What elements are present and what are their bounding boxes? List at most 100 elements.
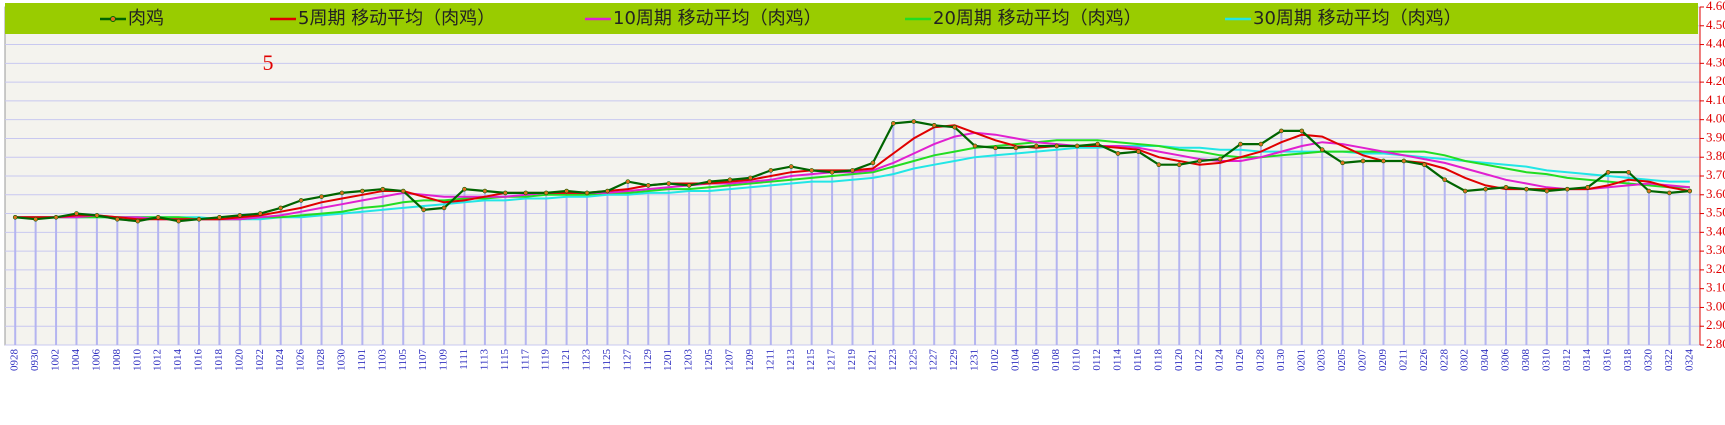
x-tick-label: 1125 <box>601 349 613 371</box>
point-marker <box>625 179 631 184</box>
x-tick-label: 0308 <box>1520 349 1532 372</box>
x-tick-label: 0110 <box>1071 349 1083 371</box>
y-tick-label: 3.20 <box>1706 261 1725 276</box>
x-tick-label: 0310 <box>1540 349 1552 372</box>
point-marker <box>1564 186 1570 192</box>
x-tick-label: 0120 <box>1173 349 1185 372</box>
point-marker <box>1442 177 1448 183</box>
x-tick-label: 1223 <box>887 349 899 372</box>
point-marker <box>176 218 181 224</box>
point-marker <box>564 188 569 194</box>
x-tick-label: 0118 <box>1152 349 1164 371</box>
y-tick-label: 3.90 <box>1706 129 1725 144</box>
point-marker <box>666 181 672 186</box>
y-tick-label: 4.50 <box>1706 17 1725 32</box>
point-marker <box>952 124 957 130</box>
x-tick-label: 0312 <box>1561 349 1573 371</box>
x-tick-label: 0302 <box>1459 349 1471 371</box>
point-marker <box>1156 162 1162 168</box>
x-tick-label: 0324 <box>1683 349 1695 372</box>
point-marker <box>1544 188 1550 194</box>
point-marker <box>523 190 529 196</box>
point-marker <box>115 216 120 222</box>
point-marker <box>380 186 386 192</box>
x-tick-label: 1207 <box>724 349 736 372</box>
x-tick-label: 1209 <box>744 349 756 372</box>
legend-label: 10周期 移动平均（肉鸡） <box>613 8 822 29</box>
x-tick-label: 1113 <box>478 349 490 371</box>
point-marker <box>1381 158 1386 164</box>
x-tick-label: 0304 <box>1479 349 1491 372</box>
point-marker <box>1013 145 1019 151</box>
x-tick-label: 1227 <box>928 349 940 372</box>
point-marker <box>727 177 733 183</box>
point-marker <box>135 218 141 224</box>
x-tick-label: 0130 <box>1275 349 1287 372</box>
series-line <box>15 139 1690 221</box>
axes: 2.80 2.90 3.00 3.10 3.20 3.30 3.40 3.50 3.60 3.70… <box>9 0 1725 371</box>
lines <box>12 119 1693 224</box>
y-tick-label: 3.30 <box>1706 242 1725 257</box>
x-tick-label: 1127 <box>621 349 633 371</box>
point-marker <box>319 194 324 199</box>
x-tick-label: 1129 <box>642 349 654 371</box>
x-tick-label: 1020 <box>233 349 245 372</box>
y-tick-label: 4.00 <box>1706 111 1725 126</box>
point-marker <box>1340 160 1345 166</box>
point-marker <box>1483 186 1488 192</box>
legend-label: 5周期 移动平均（肉鸡） <box>298 8 495 29</box>
point-marker <box>1136 149 1141 154</box>
x-tick-label: 0207 <box>1357 349 1369 372</box>
y-tick-label: 3.50 <box>1706 205 1725 220</box>
point-marker <box>1074 143 1080 149</box>
legend-marker <box>110 16 116 22</box>
x-tick-label: 1014 <box>172 349 184 372</box>
x-tick-label: 0126 <box>1234 349 1246 372</box>
x-tick-label: 1117 <box>519 349 531 371</box>
point-marker <box>993 145 998 151</box>
x-tick-label: 0114 <box>1112 349 1124 371</box>
x-tick-label: 1018 <box>213 349 225 372</box>
point-marker <box>543 190 549 196</box>
point-marker <box>911 119 917 124</box>
point-marker <box>1279 128 1284 134</box>
y-tick-label: 4.10 <box>1706 92 1725 107</box>
point-marker <box>1299 128 1305 134</box>
x-tick-label: 1105 <box>397 349 409 371</box>
point-marker <box>1605 169 1611 175</box>
x-tick-label: 0211 <box>1397 349 1409 371</box>
point-marker <box>584 190 590 196</box>
legend-label: 20周期 移动平均（肉鸡） <box>933 8 1142 29</box>
x-tick-label: 1022 <box>254 349 266 371</box>
point-marker <box>1054 143 1060 149</box>
x-tick-label: 1028 <box>315 349 327 372</box>
legend-label: 30周期 移动平均（肉鸡） <box>1253 8 1462 29</box>
y-tick-label: 3.60 <box>1706 186 1725 201</box>
point-marker <box>74 211 79 216</box>
x-tick-label: 1211 <box>764 349 776 371</box>
x-tick-label: 0226 <box>1418 349 1430 372</box>
x-tick-label: 0322 <box>1663 349 1675 371</box>
x-tick-label: 1012 <box>152 349 164 371</box>
point-marker <box>53 215 59 220</box>
point-marker <box>1646 188 1652 194</box>
point-marker <box>829 169 835 175</box>
point-marker <box>400 188 406 194</box>
point-marker <box>1238 141 1243 147</box>
x-tick-label: 0104 <box>1009 349 1021 372</box>
point-marker <box>237 213 243 218</box>
x-tick-label: 1219 <box>846 349 858 372</box>
x-tick-label: 0112 <box>1091 349 1103 371</box>
point-marker <box>1422 162 1427 168</box>
y-tick-label: 4.20 <box>1706 73 1725 88</box>
point-marker <box>196 216 202 222</box>
point-marker <box>788 164 794 169</box>
point-marker <box>1197 158 1202 164</box>
x-tick-label: 1016 <box>193 349 205 372</box>
point-marker <box>645 183 651 188</box>
x-tick-label: 1229 <box>948 349 960 372</box>
point-marker <box>1258 141 1264 147</box>
x-tick-label: 0108 <box>1050 349 1062 372</box>
x-tick-label: 0209 <box>1377 349 1389 372</box>
